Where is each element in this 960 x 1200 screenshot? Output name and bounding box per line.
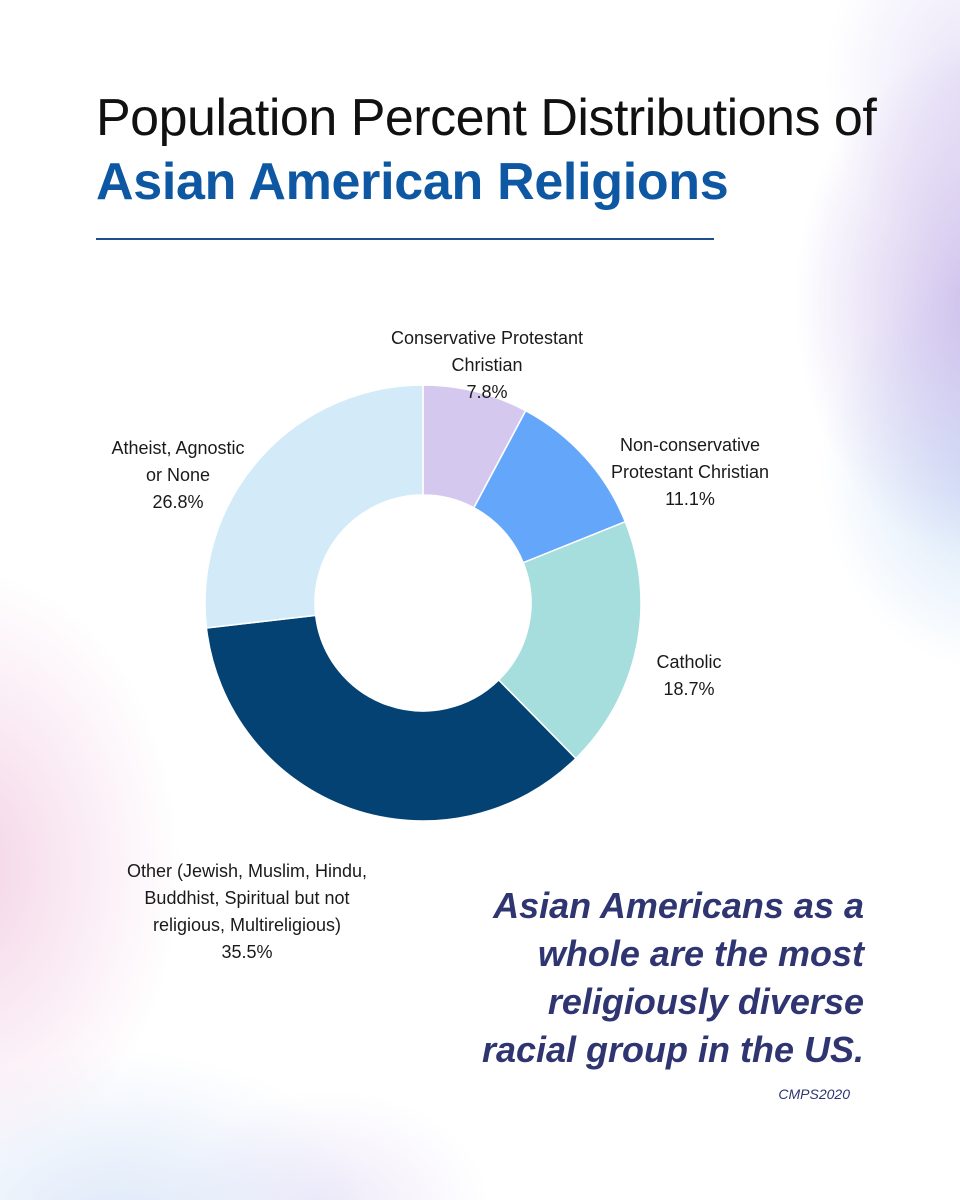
slice-label-text: Other (Jewish, Muslim, Hindu, Buddhist, … bbox=[126, 861, 368, 935]
slice-label-text: Conservative Protestant Christian bbox=[390, 328, 584, 375]
slice-label-percent: 11.1% bbox=[665, 489, 715, 509]
slice-label-text: Catholic bbox=[656, 652, 722, 672]
slice-label-percent: 26.8% bbox=[152, 492, 204, 512]
slice-label-atheist-agnostic-none: Atheist, Agnostic or None 26.8% bbox=[78, 408, 278, 543]
slice-label-percent: 18.7% bbox=[663, 679, 715, 699]
tagline: Asian Americans as a whole are the most … bbox=[481, 885, 864, 1070]
slice-label-percent: 7.8% bbox=[466, 382, 508, 402]
title-line-2: Asian American Religions bbox=[96, 153, 729, 211]
slice-label-text: Atheist, Agnostic or None bbox=[111, 438, 245, 485]
slice-atheist-agnostic-none bbox=[204, 384, 424, 629]
source-credit: CMPS2020 bbox=[778, 1086, 850, 1102]
title-divider bbox=[96, 238, 714, 240]
slice-label-non-conservative-protestant: Non-conservative Protestant Christian 11… bbox=[570, 405, 810, 540]
slice-label-catholic: Catholic 18.7% bbox=[629, 622, 749, 730]
slice-label-conservative-protestant: Conservative Protestant Christian 7.8% bbox=[347, 298, 627, 433]
slice-other bbox=[205, 614, 577, 822]
slice-label-other: Other (Jewish, Muslim, Hindu, Buddhist, … bbox=[92, 831, 402, 993]
slice-label-percent: 35.5% bbox=[221, 942, 273, 962]
slice-catholic bbox=[497, 520, 642, 760]
title-line-1: Population Percent Distributions of bbox=[96, 89, 877, 147]
slice-label-text: Non-conservative Protestant Christian bbox=[610, 435, 770, 482]
